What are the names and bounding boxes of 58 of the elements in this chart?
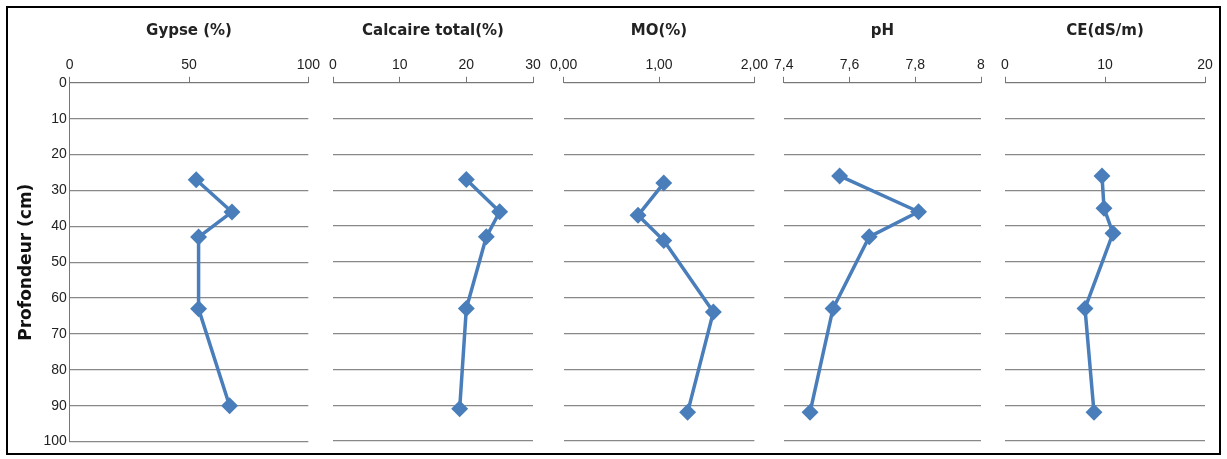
y-tick-label: 80 [51, 360, 67, 377]
point [188, 171, 204, 188]
y-tick-label: 40 [51, 217, 67, 234]
x-tick-label: 20 [1197, 56, 1213, 73]
point [1096, 200, 1112, 216]
point [802, 404, 818, 421]
point [705, 304, 722, 320]
point [825, 300, 841, 317]
x-axis-title: Calcaire total(%) [362, 20, 504, 39]
point [190, 301, 207, 317]
point [1086, 404, 1102, 421]
x-tick-label: 10 [391, 56, 408, 73]
x-axis-title: CE(dS/m) [1066, 20, 1144, 39]
x-tick-label: 7,4 [774, 56, 794, 73]
x-tick-label: 8 [977, 56, 986, 73]
x-tick-label: 100 [296, 56, 321, 73]
point [656, 232, 672, 249]
point [224, 204, 240, 220]
y-tick-label: 20 [51, 145, 67, 162]
point [221, 397, 238, 414]
x-tick-label: 20 [458, 56, 475, 73]
point [1105, 225, 1121, 241]
x-tick-label: 2,00 [740, 56, 769, 73]
x-axis-title: pH [870, 20, 895, 39]
y-tick-label: 0 [58, 73, 67, 90]
x-axis-title: Gypse (%) [146, 20, 232, 39]
point [831, 168, 848, 184]
x-tick-label: 7,6 [839, 56, 860, 73]
x-tick-label: 10 [1097, 56, 1113, 73]
x-tick-label: 1,00 [645, 56, 673, 73]
point [1077, 300, 1093, 317]
y-tick-label: 10 [51, 109, 67, 126]
point [910, 204, 927, 220]
x-tick-label: 0,00 [550, 56, 578, 73]
point [861, 229, 877, 245]
point [679, 404, 696, 421]
y-axis-title: Profondeur (cm) [14, 183, 35, 341]
point [656, 175, 672, 191]
x-axis-title: MO(%) [630, 20, 688, 39]
y-tick-label: 50 [51, 253, 67, 270]
y-tick-label: 60 [51, 288, 67, 305]
y-tick-label: 100 [43, 432, 67, 449]
y-tick-label: 70 [51, 324, 67, 341]
point [190, 229, 207, 245]
x-tick-label: 0 [329, 56, 338, 73]
point [458, 300, 475, 317]
x-tick-label: 0 [1001, 56, 1010, 73]
x-tick-label: 7,8 [905, 56, 926, 73]
y-tick-label: 90 [51, 396, 67, 413]
point [630, 207, 646, 224]
x-tick-label: 50 [181, 56, 198, 73]
point [458, 171, 475, 188]
point [451, 401, 468, 417]
point [491, 204, 508, 220]
point [478, 229, 495, 245]
y-tick-label: 30 [51, 181, 67, 198]
point [1094, 168, 1110, 184]
x-tick-label: 30 [525, 56, 541, 73]
